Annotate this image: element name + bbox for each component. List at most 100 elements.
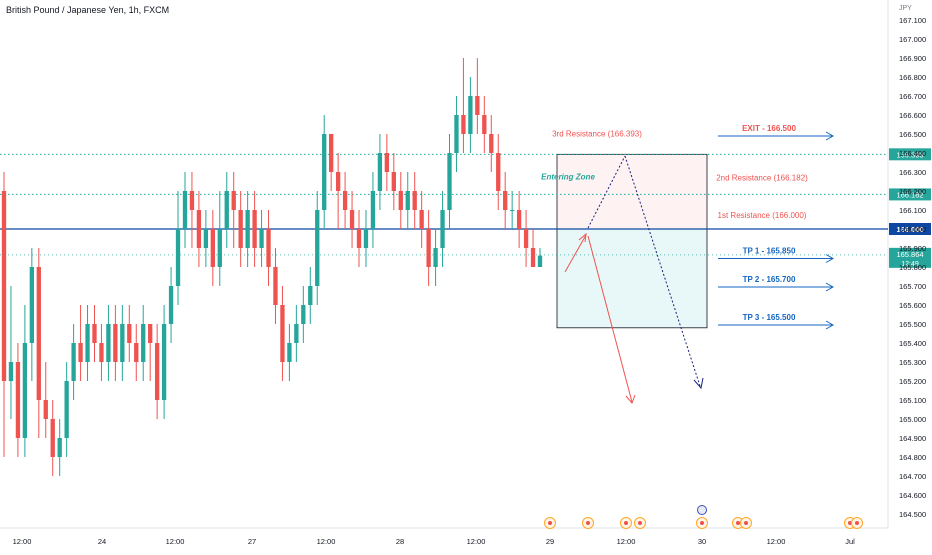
x-tick-label: 12:00 bbox=[767, 537, 786, 546]
y-tick-label: 166.100 bbox=[899, 206, 926, 215]
x-tick-label: 28 bbox=[396, 537, 404, 546]
y-tick-label: 165.000 bbox=[899, 415, 926, 424]
candle-body bbox=[523, 229, 529, 248]
candle-body bbox=[78, 343, 83, 362]
candle-body bbox=[127, 324, 132, 343]
candles-layer bbox=[1, 58, 543, 476]
candle-body bbox=[537, 255, 543, 267]
candle-body bbox=[141, 324, 146, 362]
y-tick-label: 165.100 bbox=[899, 396, 926, 405]
candle-body bbox=[85, 324, 90, 362]
candle-body bbox=[113, 324, 118, 362]
entry-zone-box bbox=[557, 154, 707, 229]
candle-body bbox=[342, 191, 348, 210]
trade-zone-layer bbox=[556, 153, 708, 329]
x-tick-label: 12:00 bbox=[166, 537, 185, 546]
y-tick-label: 165.200 bbox=[899, 377, 926, 386]
candle-body bbox=[175, 229, 181, 286]
candle-body bbox=[475, 96, 480, 115]
candle-body bbox=[99, 343, 104, 362]
candle-body bbox=[398, 191, 403, 210]
axis-layer: 164.500 164.600 164.700 164.800 164.900 165.0… bbox=[13, 16, 927, 546]
y-tick-label: 166.000 bbox=[899, 225, 926, 234]
x-tick-label: 12:00 bbox=[13, 537, 32, 546]
candle-body bbox=[530, 248, 536, 267]
event-marker-dot-icon bbox=[624, 521, 628, 525]
candle-body bbox=[370, 191, 376, 229]
candle-body bbox=[154, 343, 160, 400]
candle-body bbox=[496, 153, 501, 191]
y-tick-label: 165.500 bbox=[899, 320, 926, 329]
y-tick-label: 164.600 bbox=[899, 491, 926, 500]
candle-body bbox=[363, 229, 369, 248]
y-tick-label: 164.700 bbox=[899, 472, 926, 481]
candle-body bbox=[308, 286, 313, 305]
x-tick-label: Jul bbox=[845, 537, 855, 546]
y-tick-label: 165.400 bbox=[899, 339, 926, 348]
candle-body bbox=[134, 343, 139, 362]
y-tick-label: 164.800 bbox=[899, 453, 926, 462]
label-3rd-resistance: 3rd Resistance (166.393) bbox=[552, 129, 642, 138]
y-tick-label: 166.800 bbox=[899, 73, 926, 82]
candle-body bbox=[516, 210, 522, 229]
candle-body bbox=[329, 134, 334, 172]
y-tick-label: 167.100 bbox=[899, 16, 926, 25]
target-label-3: TP 2 - 165.700 bbox=[743, 275, 796, 284]
candle-body bbox=[315, 210, 320, 286]
annotation-layer: 3rd Resistance (166.393) 2nd Resistance (… bbox=[541, 124, 863, 529]
target-arrow-head-4 bbox=[825, 320, 835, 330]
y-tick-label: 165.800 bbox=[899, 263, 926, 272]
candle-body bbox=[43, 400, 48, 419]
scenario-arrow-red-up bbox=[564, 234, 587, 273]
label-entering-zone: Entering Zone bbox=[541, 173, 595, 182]
candle-body bbox=[384, 153, 390, 172]
candle-body bbox=[57, 438, 62, 457]
candle-body bbox=[252, 210, 257, 248]
candle-body bbox=[489, 134, 494, 153]
candle-body bbox=[259, 229, 264, 248]
target-label-4: TP 3 - 165.500 bbox=[743, 313, 796, 322]
candle-body bbox=[120, 324, 125, 362]
candle-body bbox=[468, 96, 473, 134]
y-tick-label: 166.300 bbox=[899, 168, 926, 177]
candle-body bbox=[8, 362, 14, 381]
x-tick-label: 27 bbox=[248, 537, 256, 546]
candle-body bbox=[301, 305, 306, 324]
candle-body bbox=[419, 210, 424, 229]
level-badge-text-1: 166.393 bbox=[896, 150, 923, 159]
chart-title: British Pound / Japanese Yen, 1h, FXCM bbox=[6, 5, 169, 15]
y-tick-label: 166.600 bbox=[899, 111, 926, 120]
level-badge-1 bbox=[889, 148, 931, 161]
candle-body bbox=[29, 267, 35, 343]
y-tick-label: 164.500 bbox=[899, 510, 926, 519]
countdown-text: 12:49 bbox=[901, 261, 919, 268]
scenario-arrow-red-up-head bbox=[578, 232, 587, 243]
scenario-arrow-red-down bbox=[587, 235, 633, 403]
candle-body bbox=[1, 191, 7, 381]
level-badge-text-2: 166.182 bbox=[896, 190, 923, 199]
scenario-arrow-blue-down-head bbox=[693, 377, 704, 390]
event-marker-dot-icon bbox=[638, 521, 642, 525]
y-tick-label: 166.700 bbox=[899, 92, 926, 101]
label-2nd-resistance: 2nd Resistance (166.182) bbox=[716, 173, 808, 182]
candle-body bbox=[273, 267, 278, 305]
target-label-1: EXIT - 166.500 bbox=[742, 124, 796, 133]
candle-body bbox=[189, 191, 195, 210]
event-marker-dot-icon bbox=[736, 521, 740, 525]
candle-body bbox=[238, 210, 243, 248]
candle-body bbox=[335, 172, 341, 191]
candle-body bbox=[148, 324, 153, 343]
y-tick-label: 166.500 bbox=[899, 130, 926, 139]
target-arrow-head-3 bbox=[825, 282, 835, 292]
last-price-text: 165.864 bbox=[896, 250, 923, 259]
x-tick-label: 29 bbox=[546, 537, 554, 546]
candle-body bbox=[210, 229, 215, 267]
y-tick-label: 165.700 bbox=[899, 282, 926, 291]
target-label-2: TP 1 - 165.850 bbox=[743, 247, 796, 256]
candle-body bbox=[224, 191, 229, 229]
candle-body bbox=[287, 343, 292, 362]
event-marker-dot-icon bbox=[744, 521, 748, 525]
flag-marker-icon bbox=[697, 505, 707, 515]
